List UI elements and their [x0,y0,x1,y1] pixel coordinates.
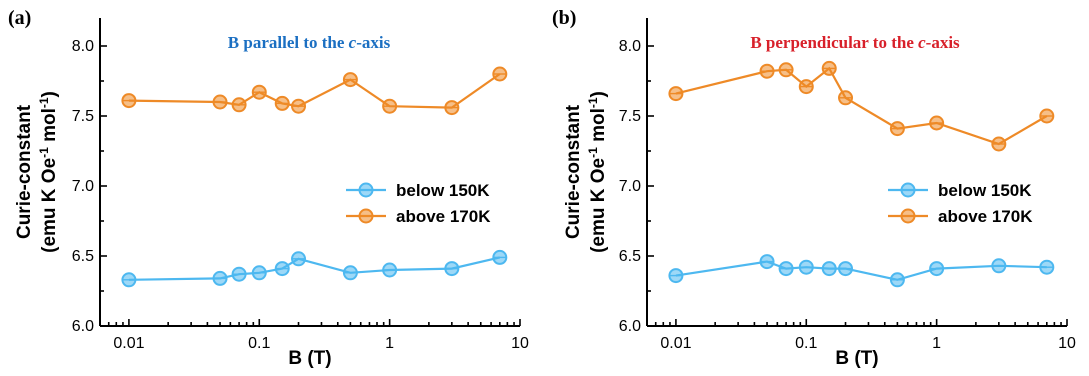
legend-label: below 150K [938,181,1032,200]
x-tick-label: 0.01 [660,335,691,352]
x-axis-label: B (T) [288,348,331,369]
y-axis-label-part: mol [39,108,60,147]
y-tick-label: 7.5 [72,108,94,125]
chart-title-part: c [349,33,357,52]
y-tick-label: 6.0 [619,318,641,335]
y-tick-label: 6.5 [72,248,94,265]
chart-panel-a: (a) B parallel to the c-axis 6.0 6.5 7.0 7.5 8… [8,7,529,369]
x-axis-label: B (T) [835,348,878,369]
legend-label: above 170K [396,207,491,226]
series-line [675,66,1048,146]
chart-title-part: -axis [356,33,390,52]
chart-panel-b: (b) B perpendicular to the c-axis 6.0 6.5 7.… [552,7,1076,369]
x-tick-label: 1 [385,335,394,352]
x-tick-label: 0.01 [113,335,144,352]
chart-title-part: -axis [926,33,960,52]
y-axis-label-line1: Curie-constant [563,104,584,239]
y-axis-label-superscript: -1 [37,147,51,158]
y-axis-label-part: mol [588,108,609,147]
y-tick-label: 7.0 [72,178,94,195]
y-tick-label: 6.0 [72,318,94,335]
y-axis-label-line2: (emu K Oe-1 mol-1) [586,91,609,253]
series-line [128,73,501,109]
y-axis-label-part: ) [588,91,609,97]
series-line [128,256,501,281]
panel-label: (a) [8,7,31,29]
chart-title: B parallel to the c-axis [228,33,391,52]
y-axis-label-part: ) [39,91,60,97]
chart-title-part: c [918,33,926,52]
y-axis-label-line1: Curie-constant [14,104,35,239]
y-tick-label: 6.5 [619,248,641,265]
panel-label: (b) [552,7,576,29]
y-tick-label: 7.5 [619,108,641,125]
x-tick-label: 0.1 [248,335,270,352]
y-tick-label: 8.0 [619,38,641,55]
chart-title-part: B perpendicular to the [750,33,918,52]
y-axis-label-superscript: -1 [37,97,51,108]
x-tick-label: 0.1 [795,335,817,352]
y-axis-label-line2: (emu K Oe-1 mol-1) [37,91,60,253]
series-line [675,260,1047,281]
y-axis-label-part: (emu K Oe [39,158,60,253]
y-axis-label-superscript: -1 [586,147,600,158]
x-tick-label: 1 [932,335,941,352]
y-tick-label: 8.0 [72,38,94,55]
y-axis-label-superscript: -1 [586,97,600,108]
y-axis-label-part: (emu K Oe [588,158,609,253]
chart-title-part: B parallel to the [228,33,349,52]
legend-label: below 150K [396,181,490,200]
y-tick-label: 7.0 [619,178,641,195]
chart-title: B perpendicular to the c-axis [750,33,960,52]
legend-label: above 170K [938,207,1033,226]
x-tick-label: 10 [511,335,529,352]
x-tick-label: 10 [1058,335,1076,352]
